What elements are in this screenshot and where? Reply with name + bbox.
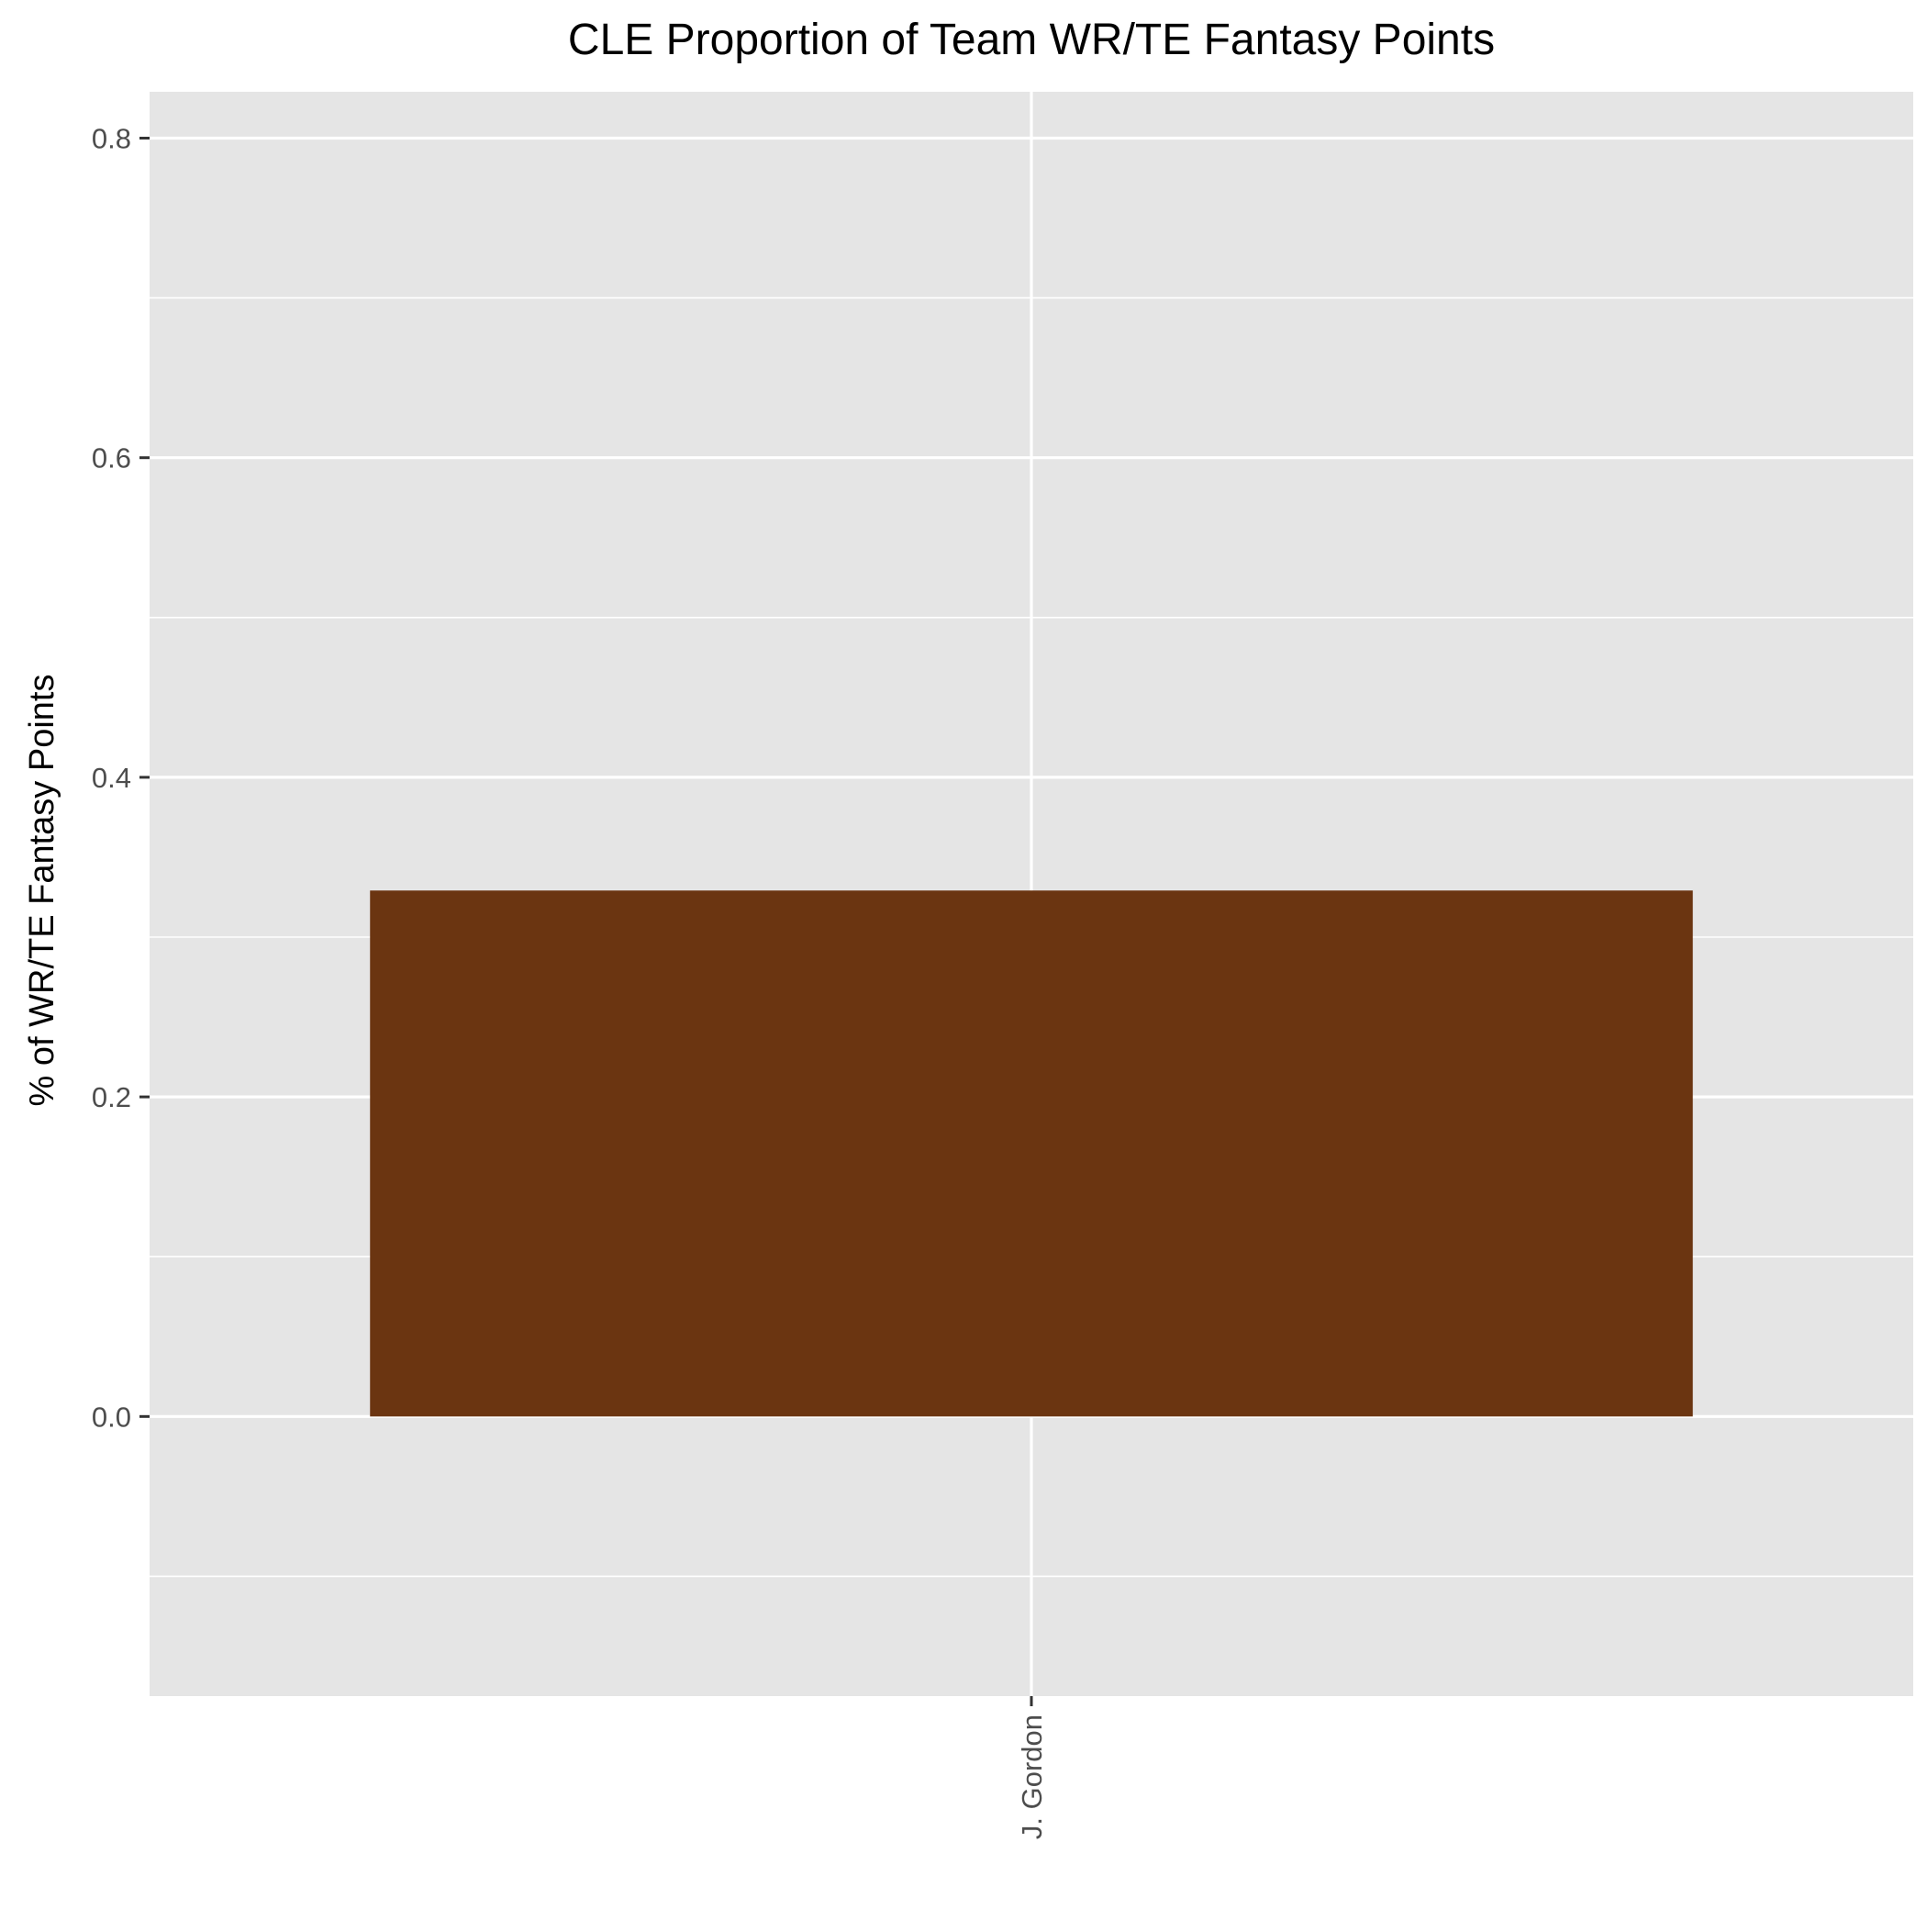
y-tick-label: 0.0: [92, 1401, 131, 1433]
chart-title: CLE Proportion of Team WR/TE Fantasy Poi…: [568, 16, 1495, 64]
y-axis: 0.0 0.2 0.4 0.6 0.8: [92, 122, 150, 1433]
y-tick-label: 0.4: [92, 762, 131, 794]
y-tick-label: 0.2: [92, 1081, 131, 1113]
bar-j-gordon: [370, 890, 1693, 1417]
x-axis: J. Gordon: [1016, 1696, 1048, 1839]
x-tick-label: J. Gordon: [1016, 1714, 1048, 1839]
y-axis-label: % of WR/TE Fantasy Points: [23, 675, 61, 1107]
bars-layer: [370, 890, 1693, 1417]
y-tick-label: 0.8: [92, 122, 131, 154]
y-tick-label: 0.6: [92, 442, 131, 475]
